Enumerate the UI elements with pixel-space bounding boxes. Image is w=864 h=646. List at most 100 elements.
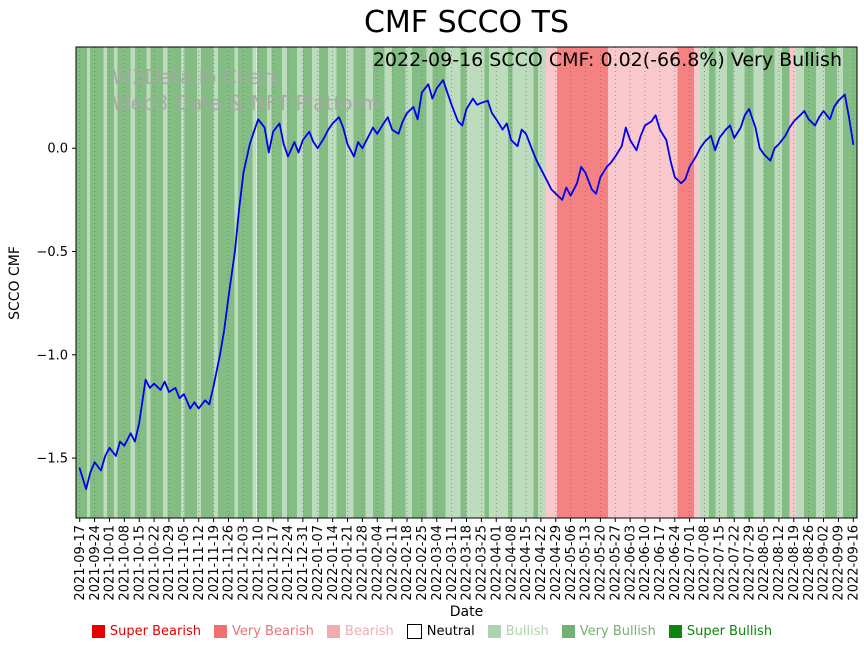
legend-label: Neutral <box>426 623 475 639</box>
legend-label: Very Bullish <box>579 623 656 639</box>
band-very_bullish <box>508 47 513 518</box>
x-tick-label: 2022-01-28 <box>356 525 371 601</box>
x-tick-label: 2022-02-25 <box>415 525 430 601</box>
band-very_bullish <box>134 47 147 518</box>
band-very_bullish <box>842 47 857 518</box>
x-tick-label: 2022-09-16 <box>847 525 862 601</box>
x-tick-label: 2021-10-01 <box>103 525 118 601</box>
band-very_bullish <box>76 47 88 518</box>
y-axis-label: SCCO CMF <box>7 246 23 320</box>
band-very_bullish <box>372 47 385 518</box>
band-bullish <box>512 47 534 518</box>
x-tick-label: 2022-04-01 <box>490 525 505 601</box>
band-very_bullish <box>353 47 366 518</box>
band-very_bullish <box>90 47 104 518</box>
x-tick-label: 2022-01-07 <box>311 525 326 601</box>
legend-item: Super Bearish <box>91 623 201 639</box>
y-tick-label: −1.5 <box>36 452 68 467</box>
band-bearish <box>546 47 558 518</box>
band-bullish <box>296 47 303 518</box>
legend-swatch <box>326 624 340 638</box>
x-tick-label: 2022-03-11 <box>445 525 460 601</box>
watermark-line-1: W3Data.io Chart <box>112 65 278 89</box>
x-tick-label: 2022-07-08 <box>698 525 713 601</box>
band-bullish <box>365 47 373 518</box>
x-tick-label: 2022-08-12 <box>772 525 787 601</box>
band-very_bullish <box>218 47 235 518</box>
x-tick-label: 2022-03-04 <box>430 525 445 601</box>
band-bullish <box>836 47 843 518</box>
band-bullish <box>774 47 782 518</box>
legend-swatch <box>487 624 501 638</box>
x-tick-label: 2021-10-22 <box>147 525 162 601</box>
band-very_bullish <box>781 47 790 518</box>
legend-item: Neutral <box>406 623 475 639</box>
y-axis-ticks: 0.0 −0.5 −1.0 −1.5 <box>36 142 76 467</box>
band-bullish <box>466 47 485 518</box>
legend-label: Super Bearish <box>109 623 201 639</box>
x-tick-label: 2022-07-29 <box>742 525 757 601</box>
legend-item: Very Bullish <box>561 623 656 639</box>
band-bullish <box>405 47 413 518</box>
x-tick-label: 2022-09-09 <box>832 525 847 601</box>
band-very_bullish <box>336 47 346 518</box>
gridlines <box>79 47 854 518</box>
band-very_bullish <box>117 47 131 518</box>
legend-item: Bullish <box>487 624 549 639</box>
band-bullish <box>180 47 185 518</box>
band-bullish <box>426 47 433 518</box>
band-bullish <box>753 47 764 518</box>
x-tick-label: 2022-06-03 <box>623 525 638 601</box>
x-tick-label: 2021-09-17 <box>73 525 88 601</box>
x-tick-label: 2021-11-05 <box>177 525 192 601</box>
band-bearish <box>694 47 701 518</box>
x-tick-label: 2022-02-18 <box>400 525 415 601</box>
latest-value-annotation: 2022-09-16 SCCO CMF: 0.02(-66.8%) Very B… <box>372 49 842 71</box>
band-bullish <box>267 47 272 518</box>
y-tick-label: 0.0 <box>47 142 68 157</box>
band-bullish <box>103 47 108 518</box>
band-bullish <box>234 47 239 518</box>
x-axis-label: Date <box>449 604 484 620</box>
legend-swatch <box>668 624 682 638</box>
x-tick-label: 2022-04-22 <box>534 525 549 601</box>
legend-label: Bearish <box>344 623 394 639</box>
band-bullish <box>796 47 805 518</box>
band-bearish <box>607 47 678 518</box>
band-very_bullish <box>150 47 164 518</box>
band-bullish <box>328 47 337 518</box>
band-bullish <box>384 47 393 518</box>
legend-label: Very Bearish <box>232 623 314 639</box>
x-tick-label: 2022-06-10 <box>638 525 653 601</box>
sentiment-bands <box>76 47 857 518</box>
legend-swatch <box>406 623 422 639</box>
band-very_bullish <box>763 47 775 518</box>
band-very_bullish <box>184 47 198 518</box>
x-tick-label: 2021-12-31 <box>296 525 311 601</box>
band-bullish <box>163 47 168 518</box>
legend-swatch <box>561 624 575 638</box>
x-tick-label: 2021-09-24 <box>88 525 103 601</box>
band-bullish <box>197 47 201 518</box>
band-bullish <box>445 47 461 518</box>
x-tick-label: 2022-06-17 <box>653 525 668 601</box>
watermark-line-2: Web3 Data & NFT Platform <box>112 91 380 115</box>
band-very_bullish <box>200 47 214 518</box>
x-tick-label: 2022-01-14 <box>326 525 341 601</box>
band-very_bullish <box>271 47 283 518</box>
legend: Super Bearish Very Bearish Bearish Neutral B… <box>0 621 864 641</box>
band-very_bullish <box>804 47 817 518</box>
x-tick-label: 2022-03-25 <box>475 525 490 601</box>
x-tick-label: 2022-09-02 <box>817 525 832 601</box>
band-bullish <box>816 47 826 518</box>
band-bullish <box>87 47 91 518</box>
band-very_bullish <box>392 47 406 518</box>
band-very_bullish <box>256 47 268 518</box>
x-tick-label: 2022-03-18 <box>460 525 475 601</box>
band-very_bullish <box>432 47 446 518</box>
x-tick-label: 2022-07-01 <box>683 525 698 601</box>
band-very_bullish <box>302 47 312 518</box>
x-tick-label: 2022-05-13 <box>579 525 594 601</box>
